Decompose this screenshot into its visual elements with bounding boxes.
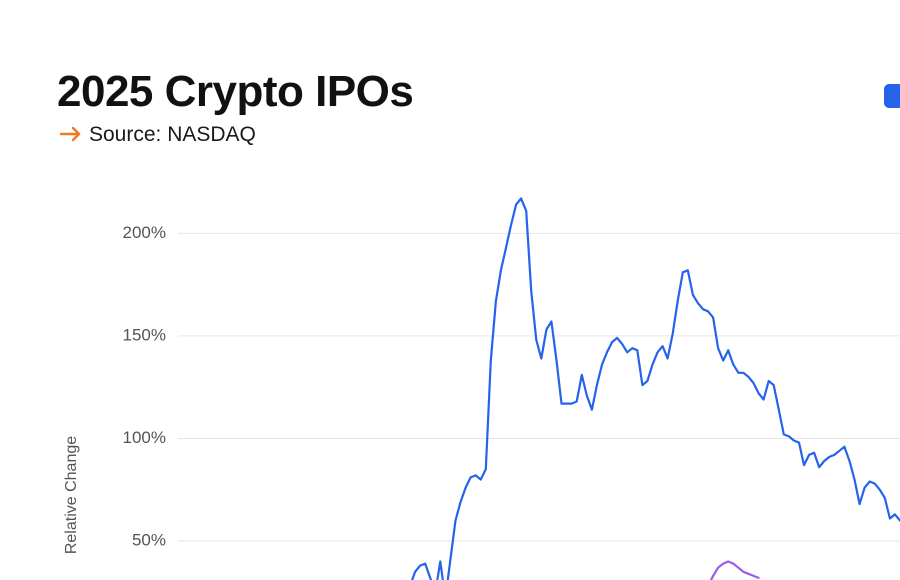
y-tick-label: 100% [123, 428, 166, 447]
grid [178, 232, 900, 542]
y-axis-title: Relative Change [63, 436, 80, 554]
subtitle-arrow [59, 126, 81, 142]
plot-area [411, 197, 900, 580]
y-tick-label: 200% [123, 223, 166, 242]
legend-swatch [884, 84, 900, 108]
series-line [709, 560, 760, 580]
series-line [411, 197, 900, 580]
y-tick-label: 150% [123, 325, 166, 344]
chart-title: 2025 Crypto IPOs [57, 67, 413, 116]
chart-subtitle: Source: NASDAQ [89, 123, 256, 146]
y-tick-label: 50% [132, 531, 166, 550]
